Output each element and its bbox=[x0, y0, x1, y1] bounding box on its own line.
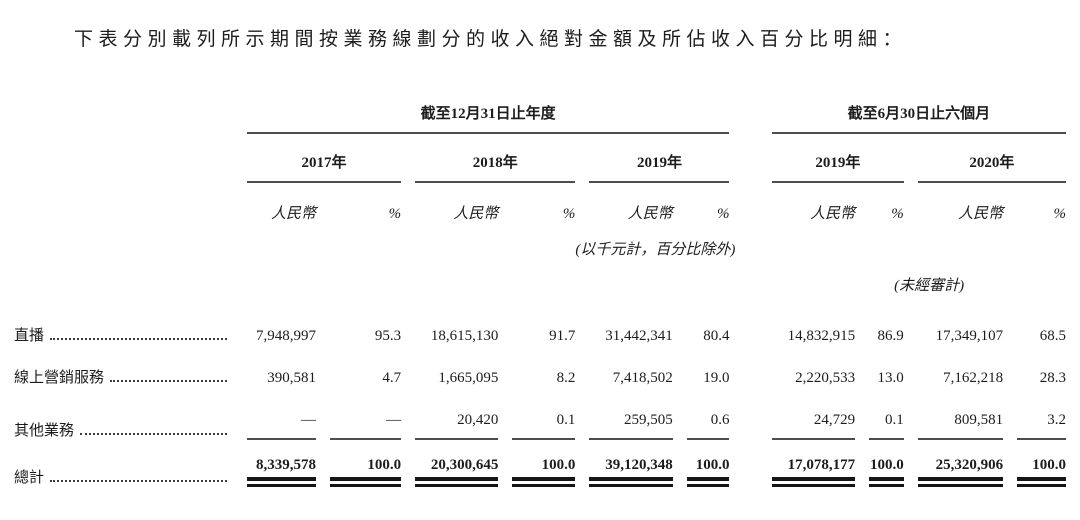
value-cell: 0.1 bbox=[869, 387, 904, 440]
dot-leader bbox=[110, 380, 227, 382]
currency-header: 人民幣 bbox=[810, 206, 856, 222]
value-cell: 7,418,502 bbox=[612, 370, 673, 386]
dot-leader bbox=[50, 338, 227, 340]
table-row-total: 總計 8,339,578 100.0 20,300,645 100.0 39,1… bbox=[14, 440, 1066, 487]
total-cell: 8,339,578 bbox=[246, 440, 316, 487]
unaudited-note-row: (未經審計) bbox=[14, 259, 1066, 295]
value-cell: 3.2 bbox=[1017, 387, 1066, 440]
value-cell: 24,729 bbox=[771, 387, 856, 440]
value-cell: 18,615,130 bbox=[430, 328, 499, 344]
value-cell: 7,948,997 bbox=[255, 328, 316, 344]
value-cell: — bbox=[246, 387, 316, 440]
value-cell: 91.7 bbox=[549, 328, 576, 344]
value-cell: 2,220,533 bbox=[795, 370, 856, 386]
total-cell: 100.0 bbox=[1017, 440, 1066, 487]
value-cell: 19.0 bbox=[703, 370, 730, 386]
currency-header: 人民幣 bbox=[453, 206, 499, 222]
dot-leader bbox=[50, 480, 227, 482]
percent-header: % bbox=[562, 206, 576, 222]
row-label: 其他業務 bbox=[14, 423, 75, 439]
value-cell: 809,581 bbox=[917, 387, 1004, 440]
table-row-live-streaming: 直播 7,948,997 95.3 18,615,130 91.7 31,442… bbox=[14, 295, 1066, 345]
percent-header: % bbox=[1053, 206, 1067, 222]
value-cell: 95.3 bbox=[374, 328, 402, 344]
table-caption: 下表分別載列所示期間按業務線劃分的收入絕對金額及所佔收入百分比明細： bbox=[74, 29, 908, 50]
total-cell: 100.0 bbox=[512, 440, 576, 487]
currency-header: 人民幣 bbox=[627, 206, 673, 222]
total-cell: 100.0 bbox=[686, 440, 730, 487]
table-row-other-business: 其他業務 — — 20,420 0.1 259,505 0.6 24,729 0… bbox=[14, 387, 1066, 440]
year-header-2018: 2018年 bbox=[415, 134, 576, 183]
year-header-2020-interim: 2020年 bbox=[917, 134, 1066, 183]
percent-header: % bbox=[891, 206, 904, 222]
total-row-label: 總計 bbox=[14, 470, 45, 486]
value-cell: 7,162,218 bbox=[943, 370, 1004, 386]
unaudited-note: (未經審計) bbox=[894, 278, 965, 294]
units-note: (以千元計，百分比除外) bbox=[575, 242, 736, 258]
value-cell: 31,442,341 bbox=[605, 328, 673, 344]
value-cell: 8.2 bbox=[556, 370, 576, 386]
percent-header: % bbox=[716, 206, 730, 222]
value-cell: — bbox=[329, 387, 402, 440]
group-gap bbox=[729, 91, 757, 134]
percent-header: % bbox=[388, 206, 402, 222]
total-cell: 100.0 bbox=[869, 440, 904, 487]
value-cell: 68.5 bbox=[1039, 328, 1066, 344]
value-cell: 14,832,915 bbox=[787, 328, 856, 344]
dot-leader bbox=[80, 433, 227, 435]
value-cell: 13.0 bbox=[877, 370, 904, 386]
total-cell: 20,300,645 bbox=[415, 440, 499, 487]
total-cell: 39,120,348 bbox=[589, 440, 673, 487]
value-cell: 0.1 bbox=[512, 387, 576, 440]
group-header-interim: 截至6月30日止六個月 bbox=[771, 91, 1066, 134]
year-header-row: 2017年 2018年 2019年 2019年 2020年 bbox=[14, 134, 1066, 183]
value-cell: 0.6 bbox=[686, 387, 730, 440]
value-cell: 20,420 bbox=[415, 387, 499, 440]
currency-header: 人民幣 bbox=[270, 206, 316, 222]
year-header-2017: 2017年 bbox=[246, 134, 402, 183]
value-cell: 86.9 bbox=[877, 328, 904, 344]
units-note-row: (以千元計，百分比除外) bbox=[14, 223, 1066, 259]
document-page: 下表分別載列所示期間按業務線劃分的收入絕對金額及所佔收入百分比明細： 截至12月… bbox=[0, 0, 1080, 487]
total-cell: 17,078,177 bbox=[771, 440, 856, 487]
value-cell: 259,505 bbox=[589, 387, 673, 440]
year-header-2019-interim: 2019年 bbox=[771, 134, 904, 183]
group-header-annual: 截至12月31日止年度 bbox=[246, 91, 730, 134]
group-header-row: 截至12月31日止年度 截至6月30日止六個月 bbox=[14, 91, 1066, 134]
total-cell: 25,320,906 bbox=[917, 440, 1004, 487]
subheader-row: 人民幣 % 人民幣 % 人民幣 % 人民幣 % 人民幣 % bbox=[14, 183, 1066, 223]
value-cell: 1,665,095 bbox=[438, 370, 499, 386]
value-cell: 390,581 bbox=[267, 370, 316, 386]
revenue-breakdown-table: 截至12月31日止年度 截至6月30日止六個月 2017年 2018年 2019… bbox=[14, 91, 1066, 487]
value-cell: 17,349,107 bbox=[935, 328, 1004, 344]
row-label: 直播 bbox=[14, 328, 45, 344]
row-label: 線上營銷服務 bbox=[14, 370, 105, 386]
currency-header: 人民幣 bbox=[958, 206, 1004, 222]
year-header-2019: 2019年 bbox=[589, 134, 730, 183]
value-cell: 80.4 bbox=[703, 328, 730, 344]
table-row-online-marketing: 線上營銷服務 390,581 4.7 1,665,095 8.2 7,418,5… bbox=[14, 345, 1066, 387]
value-cell: 4.7 bbox=[382, 370, 402, 386]
total-cell: 100.0 bbox=[329, 440, 402, 487]
value-cell: 28.3 bbox=[1039, 370, 1066, 386]
